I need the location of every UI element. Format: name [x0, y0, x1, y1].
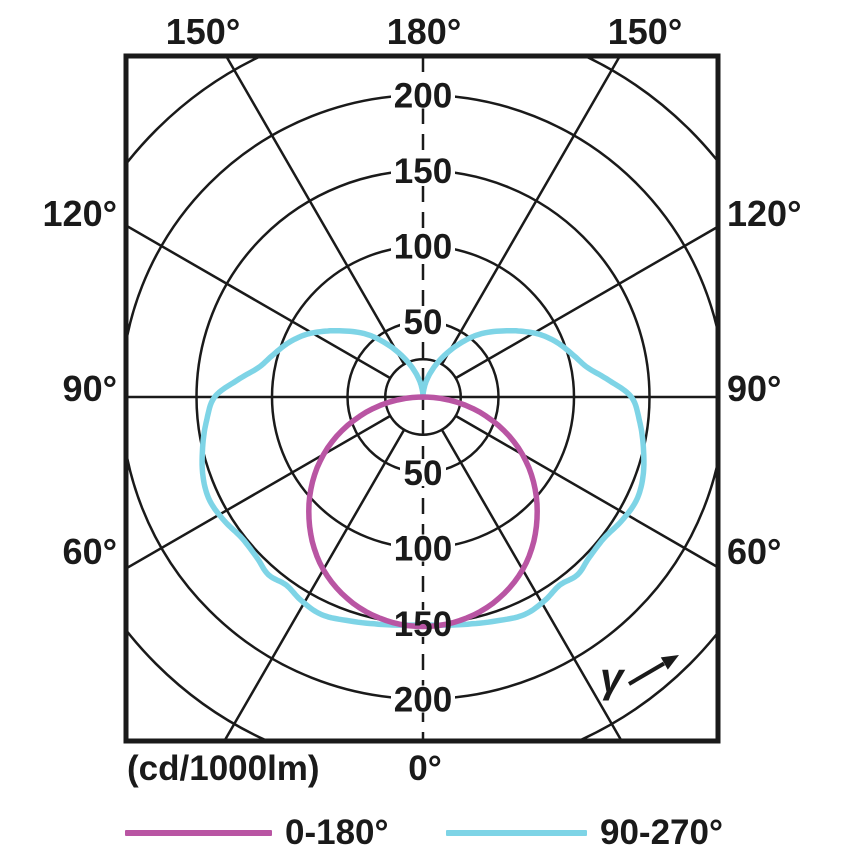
radial-tick-label-200: 200 — [394, 77, 452, 116]
chart-frame — [123, 53, 721, 744]
spoke-30-l — [224, 429, 406, 739]
curves — [199, 327, 647, 630]
radial-tick-labels: 50 50 100 100 150 150 200 200 — [394, 77, 452, 720]
angle-label-0deg: 0° — [408, 749, 442, 788]
units-label: (cd/1000lm) — [127, 749, 320, 788]
radial-tick-label-50: 50 — [404, 454, 443, 493]
legend-item-90-270: 90-270° — [446, 813, 723, 850]
angle-labels: 150° 180° 150° 120° 90° 60° 120° 90° 60° — [43, 11, 802, 572]
legend-swatch-0-180 — [125, 830, 272, 836]
angle-label-right-0: 120° — [727, 193, 801, 234]
spoke-60-r — [455, 414, 716, 568]
spoke-30-r — [440, 429, 622, 739]
angle-label-top-0: 150° — [166, 11, 240, 52]
radial-tick-label-150: 150 — [394, 605, 452, 644]
legend-label-90-270: 90-270° — [600, 813, 723, 850]
spoke-120-r — [455, 226, 716, 380]
angle-label-top-1: 180° — [387, 11, 461, 52]
spoke-150-r — [440, 58, 620, 365]
gamma-symbol: γ — [600, 654, 626, 701]
tick-label-masks — [391, 81, 455, 713]
angle-label-top-2: 150° — [608, 11, 682, 52]
radial-tick-label-100: 100 — [394, 228, 452, 267]
angle-label-left-1: 90° — [63, 368, 117, 409]
angle-label-left-0: 120° — [43, 193, 117, 234]
gamma-indicator: γ — [600, 654, 679, 701]
radial-tick-label-100: 100 — [394, 530, 452, 569]
spoke-60-l — [128, 414, 391, 569]
gamma-arrow-shaft — [627, 661, 666, 686]
radial-tick-label-150: 150 — [394, 152, 452, 191]
radial-tick-label-200: 200 — [394, 681, 452, 720]
radial-tick-label-50: 50 — [404, 303, 443, 342]
spoke-120-l — [128, 225, 391, 380]
curve-0-180 — [306, 394, 540, 630]
gamma-arrow-head — [660, 655, 679, 670]
angle-label-right-2: 60° — [727, 531, 781, 572]
legend-item-0-180: 0-180° — [125, 813, 389, 850]
angle-label-right-1: 90° — [727, 368, 781, 409]
spoke-150-l — [226, 58, 406, 365]
legend-swatch-90-270 — [446, 830, 587, 836]
angle-label-left-2: 60° — [63, 531, 117, 572]
legend-label-0-180: 0-180° — [285, 813, 389, 850]
